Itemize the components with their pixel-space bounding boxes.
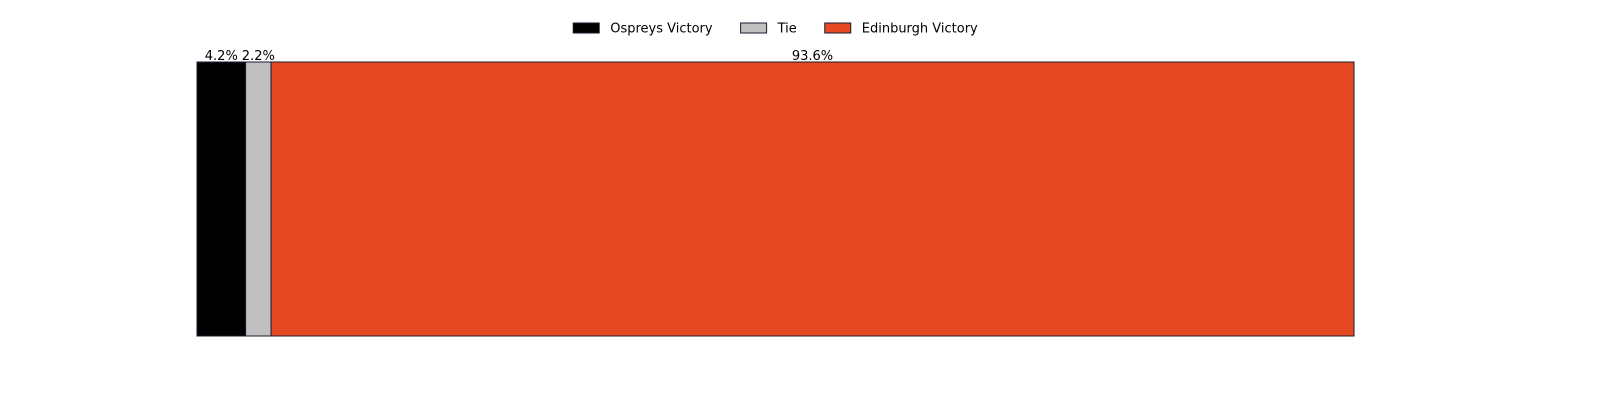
legend-label-edinburgh-victory: Edinburgh Victory xyxy=(862,22,978,37)
legend-label-ospreys-victory: Ospreys Victory xyxy=(610,22,713,37)
bar-segment-ospreys-victory xyxy=(196,61,247,337)
legend-swatch-ospreys-victory xyxy=(572,22,600,34)
legend-swatch-edinburgh-victory xyxy=(824,22,852,34)
legend-item-tie: Tie xyxy=(740,22,797,37)
pct-label-tie: 2.2% xyxy=(242,49,275,64)
percentage-labels: 4.2% 2.2% 93.6% xyxy=(205,49,833,64)
chart-legend: Ospreys Victory Tie Edinburgh Victory xyxy=(572,22,978,37)
pct-label-ospreys-victory: 4.2% xyxy=(205,49,238,64)
legend-item-edinburgh-victory: Edinburgh Victory xyxy=(824,22,978,37)
legend-swatch-tie xyxy=(740,22,768,34)
bar-segment-edinburgh-victory xyxy=(270,61,1355,337)
pct-label-edinburgh-victory: 93.6% xyxy=(792,49,833,64)
legend-label-tie: Tie xyxy=(777,22,797,37)
bar-segments xyxy=(196,61,1355,337)
legend-item-ospreys-victory: Ospreys Victory xyxy=(572,22,713,37)
bar-segment-tie xyxy=(245,61,272,337)
